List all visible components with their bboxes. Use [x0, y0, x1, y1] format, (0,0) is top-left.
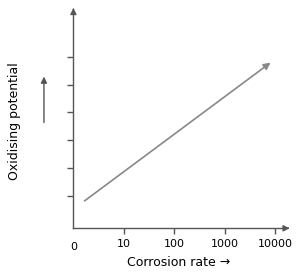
X-axis label: Corrosion rate →: Corrosion rate → [127, 256, 230, 269]
Text: 0: 0 [70, 242, 77, 252]
Y-axis label: Oxidising potential: Oxidising potential [8, 62, 21, 180]
